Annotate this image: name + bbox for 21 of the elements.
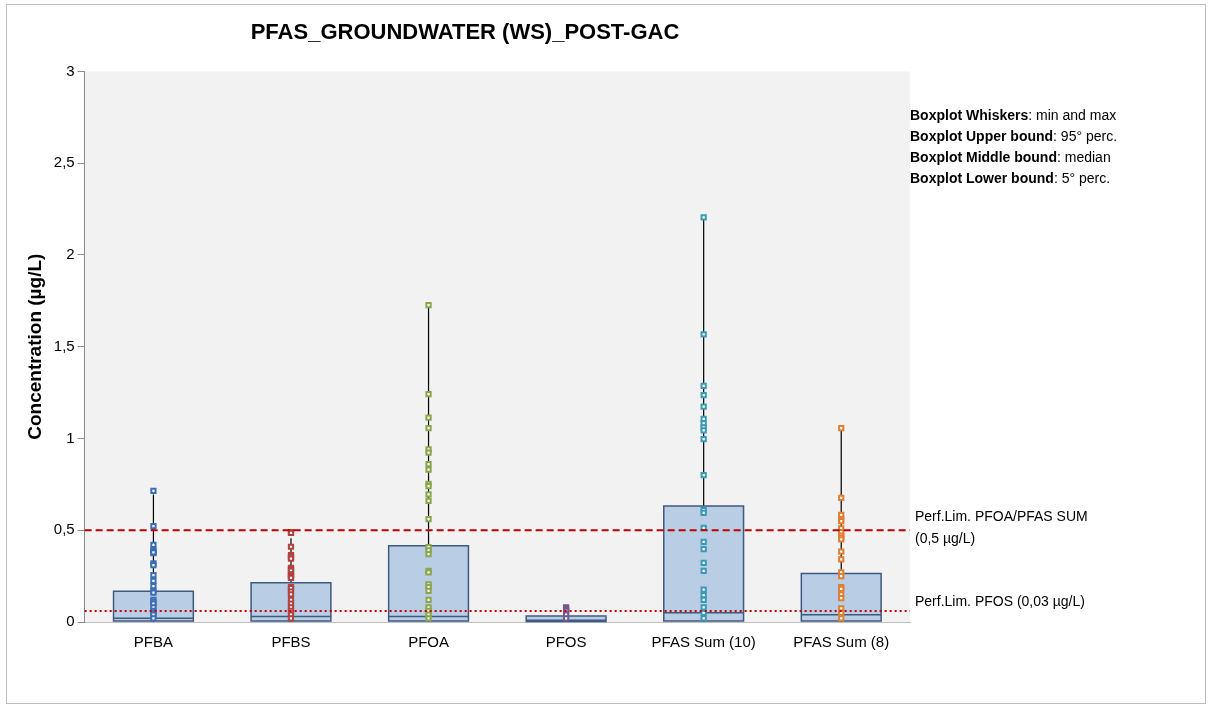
y-tick-label: 0,5 [53,520,75,538]
x-tick-label: PFOA [408,633,449,651]
x-tick-label: PFOS [545,633,587,651]
ref-line-label: Perf.Lim. PFOS (0,03 µg/L) [915,592,1085,609]
x-tick-label: PFBS [271,633,311,651]
y-axis-title: Concentration (µg/L) [23,253,45,440]
annotation: Boxplot Lower bound: 5° perc. [910,169,1112,188]
annotation: Boxplot Whiskers: min and max [910,106,1118,125]
y-tick-label: 2 [66,245,75,263]
y-tick-label: 1,5 [53,336,75,354]
chart-title: PFAS_GROUNDWATER (WS)_POST-GAC [250,19,680,45]
x-tick-label: PFAS Sum (10) [651,633,756,651]
x-tick-label: PFAS Sum (8) [793,633,890,651]
y-tick-label: 3 [66,61,75,79]
x-tick-label: PFBA [133,633,174,651]
annotation: Boxplot Upper bound: 95° perc. [910,127,1118,146]
y-tick-label: 0 [66,612,75,630]
y-tick-label: 1 [66,428,75,446]
ref-line-label: Perf.Lim. PFOA/PFAS SUM (0,5 µg/L) [915,508,1088,547]
y-tick-label: 2,5 [53,153,75,171]
annotation: Boxplot Middle bound: median [910,148,1112,167]
